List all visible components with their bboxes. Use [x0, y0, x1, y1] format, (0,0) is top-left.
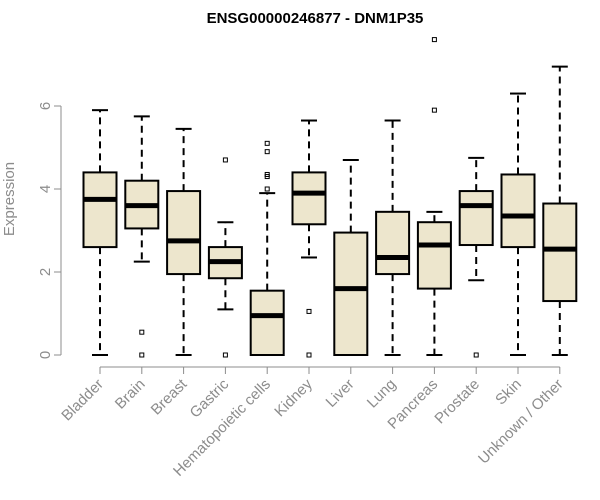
box-group	[500, 92, 536, 356]
outlier-point	[264, 186, 270, 192]
x-tick-label: Bladder	[58, 376, 107, 425]
box-iqr	[500, 173, 536, 249]
outlier-point	[264, 140, 270, 146]
outlier-point	[222, 352, 228, 358]
outlier-point	[222, 157, 228, 163]
outlier-point	[473, 352, 479, 358]
x-tick-label: Prostate	[431, 376, 483, 428]
x-tick-label: Brain	[112, 376, 149, 413]
outlier-point	[431, 37, 437, 43]
y-tick-label: 0	[37, 351, 54, 359]
outlier-point	[306, 352, 312, 358]
outlier-point	[139, 329, 145, 335]
box-group	[124, 115, 160, 358]
box-group	[207, 157, 243, 358]
box-group	[458, 156, 494, 358]
x-tick-label: Lung	[364, 376, 400, 412]
box-group	[416, 37, 452, 356]
box-group	[333, 158, 369, 356]
box-iqr	[166, 190, 202, 276]
box-group	[291, 119, 327, 358]
outlier-point	[264, 174, 270, 180]
y-tick-label: 6	[37, 102, 54, 110]
box-group	[375, 119, 411, 356]
box-iqr	[458, 190, 494, 247]
x-tick-label: Liver	[323, 376, 358, 411]
y-axis: 0 2 4 6	[37, 102, 62, 359]
box-group	[249, 140, 285, 356]
box-iqr	[375, 210, 411, 276]
outlier-point	[431, 107, 437, 113]
y-tick-label: 4	[37, 185, 54, 193]
box-iqr	[542, 202, 578, 303]
plot-area	[82, 37, 578, 358]
box-iqr	[82, 171, 118, 249]
y-tick-label: 2	[37, 268, 54, 276]
outlier-point	[264, 149, 270, 155]
outlier-point	[306, 308, 312, 314]
y-axis-label: Expression	[1, 162, 18, 236]
box-group	[82, 109, 118, 356]
x-tick-label: Kidney	[271, 375, 316, 420]
box-iqr	[333, 231, 369, 356]
box-group	[542, 65, 578, 356]
chart-title: ENSG00000246877 - DNM1P35	[207, 10, 424, 27]
box-group	[166, 127, 202, 356]
outlier-point	[139, 352, 145, 358]
box-iqr	[291, 171, 327, 226]
x-tick-label: Skin	[492, 376, 525, 409]
x-tick-label: Breast	[148, 375, 191, 418]
box-iqr	[416, 221, 452, 290]
box-iqr	[249, 289, 285, 356]
